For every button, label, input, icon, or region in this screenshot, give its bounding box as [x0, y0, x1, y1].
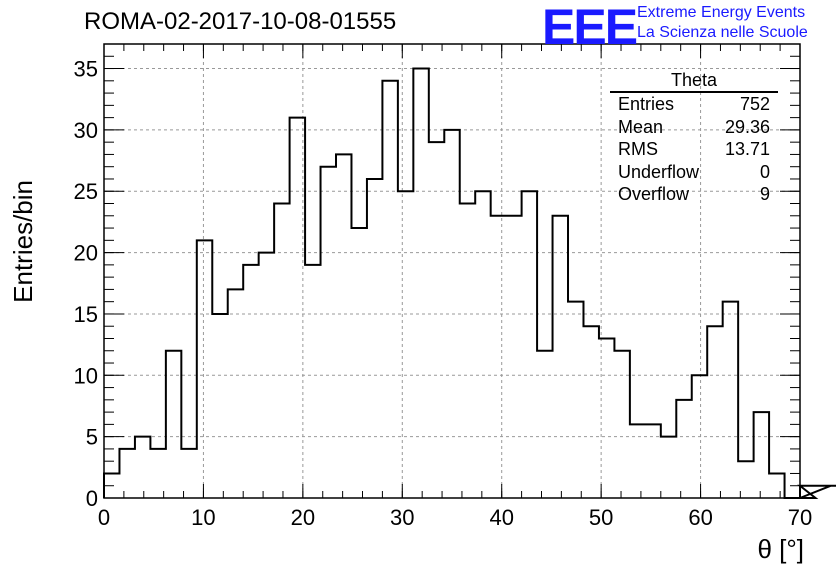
histogram-bin — [413, 69, 428, 498]
histogram-line — [103, 67, 836, 499]
histogram-bin — [676, 400, 691, 498]
histogram-bin — [553, 216, 568, 498]
logo-line2: La Scienza nelle Scuole — [637, 24, 808, 41]
eee-logo: EEE — [542, 0, 638, 55]
histogram-bin — [398, 191, 413, 498]
histogram-bin — [429, 142, 444, 498]
stats-row-rms: RMS 13.71 — [610, 138, 778, 161]
y-tick-label: 20 — [74, 241, 98, 266]
histogram-bin — [645, 424, 660, 498]
x-tick-label: 10 — [191, 505, 215, 530]
histogram-bin — [491, 216, 506, 498]
histogram-bin — [707, 326, 722, 498]
x-tick-label: 70 — [788, 505, 812, 530]
histogram-bin — [537, 351, 552, 498]
x-axis-label: θ [°] — [757, 534, 804, 564]
x-tick-label: 60 — [688, 505, 712, 530]
histogram-bin — [460, 204, 475, 498]
x-tick-label: 30 — [390, 505, 414, 530]
stats-label: RMS — [618, 139, 658, 159]
histogram-bin — [150, 449, 165, 498]
stats-label: Underflow — [618, 161, 700, 182]
histogram-bin — [367, 179, 382, 498]
histogram-bin — [769, 473, 784, 498]
histogram-bin — [274, 204, 289, 498]
histogram-bin — [197, 240, 212, 498]
histogram-bin — [336, 154, 351, 498]
histogram-bin — [305, 265, 320, 498]
histogram-bin — [723, 302, 738, 498]
histogram-bin — [630, 424, 645, 498]
histogram-bin — [212, 314, 227, 498]
histogram-bin — [119, 449, 134, 498]
y-tick-label: 0 — [86, 486, 98, 511]
y-tick-label: 30 — [74, 118, 98, 143]
histogram-series — [103, 67, 836, 499]
y-tick-label: 35 — [74, 57, 98, 82]
plot-frame — [103, 43, 801, 499]
y-tick-label: 10 — [74, 363, 98, 388]
x-tick-label: 20 — [291, 505, 315, 530]
y-tick-label: 5 — [86, 425, 98, 450]
stats-label: Overflow — [618, 184, 690, 204]
x-tick-label: 40 — [489, 505, 513, 530]
x-tick-label: 50 — [589, 505, 613, 530]
grid — [104, 44, 800, 498]
stats-row-mean: Mean 29.36 — [610, 116, 778, 139]
y-tick-label: 15 — [74, 302, 98, 327]
histogram-bin — [568, 302, 583, 498]
histogram-bin — [661, 437, 676, 498]
stats-row-entries: Entries 752 — [610, 93, 778, 116]
histogram-bin — [475, 191, 490, 498]
stats-value: 9 — [759, 184, 770, 204]
stats-box: Theta Entries 752 Mean 29.36 RMS 13.71 U… — [610, 70, 778, 206]
histogram-bin — [351, 228, 366, 498]
histogram-bin — [583, 326, 598, 498]
histogram-bin — [181, 449, 196, 498]
histogram-bin — [506, 216, 521, 498]
logo-line1: Extreme Energy Events — [637, 4, 806, 21]
stats-value: 13.71 — [724, 139, 770, 159]
stats-row-underflow: Underflow 0 — [610, 161, 778, 184]
histogram-bin — [321, 167, 336, 498]
tick-labels: 0 10 20 30 40 50 60 70 0 5 10 15 20 25 30 35 — [74, 57, 813, 530]
stats-label: Entries — [618, 94, 675, 114]
chart-title: ROMA-02-2017-10-08-01555 — [84, 8, 397, 35]
stats-title: Theta — [610, 70, 778, 93]
x-tick-label: 0 — [98, 505, 110, 530]
stats-value: 752 — [739, 94, 770, 114]
histogram-bin — [754, 412, 769, 498]
y-tick-label: 25 — [74, 179, 98, 204]
stats-row-overflow: Overflow 9 — [610, 183, 778, 206]
stats-label: Mean — [618, 116, 664, 137]
histogram-bin — [614, 351, 629, 498]
histogram-bin — [243, 265, 258, 498]
stats-value: 0 — [759, 161, 770, 182]
histogram-bin — [382, 81, 397, 498]
axis-ticks — [103, 43, 801, 499]
histogram-bin — [135, 437, 150, 498]
stats-value: 29.36 — [724, 116, 770, 137]
histogram-bin — [166, 351, 181, 498]
histogram-bin — [228, 289, 243, 498]
y-axis-label: Entries/bin — [8, 180, 38, 303]
histogram-bin — [522, 191, 537, 498]
